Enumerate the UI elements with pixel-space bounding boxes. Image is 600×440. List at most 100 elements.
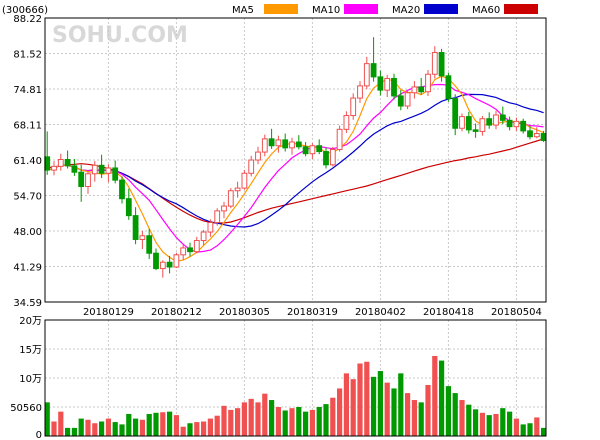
volume-bar	[452, 393, 458, 436]
volume-bar	[316, 407, 322, 436]
volume-bar	[527, 423, 533, 436]
price-tick-label: 54.70	[13, 192, 42, 203]
volume-bar	[479, 412, 485, 436]
volume-bar	[377, 371, 383, 436]
candle-body	[139, 235, 146, 240]
candle-body	[193, 240, 200, 253]
volume-bar	[466, 404, 472, 436]
volume-bar	[357, 363, 363, 436]
volume-bar	[119, 424, 125, 436]
date-tick-label: 20180418	[423, 307, 474, 318]
volume-bar	[221, 405, 227, 436]
candle-body	[200, 231, 207, 242]
candle-body	[214, 210, 221, 224]
volume-bar	[296, 407, 302, 436]
volume-bar	[459, 400, 465, 436]
volume-bar	[173, 415, 179, 436]
candle-body	[329, 148, 336, 166]
volume-bar	[371, 376, 377, 436]
candle-body	[404, 92, 411, 107]
candle-body	[85, 173, 91, 188]
volume-bar	[262, 393, 268, 436]
candle-body	[459, 116, 465, 129]
candle-body	[207, 222, 214, 233]
candle-body	[173, 254, 180, 268]
ma5-line	[47, 75, 544, 262]
volume-bar	[411, 400, 417, 436]
volume-bar	[167, 411, 173, 436]
candle-body	[153, 252, 159, 270]
candle-body	[425, 73, 431, 93]
candle-body	[91, 164, 98, 175]
legend-swatch	[264, 4, 298, 14]
volume-bar	[112, 422, 118, 436]
candle-body	[323, 151, 329, 166]
volume-bar	[126, 413, 132, 436]
price-tick-label: 61.40	[13, 156, 42, 167]
candle-body	[350, 97, 357, 117]
volume-bar	[493, 413, 499, 436]
volume-bar	[384, 382, 390, 436]
candle-body	[472, 129, 479, 132]
legend: MA5 MA10 MA20 MA60	[232, 4, 538, 16]
date-tick-label: 20180402	[355, 307, 406, 318]
candle-body	[533, 133, 540, 138]
volume-bar	[207, 418, 213, 436]
candle-body	[159, 261, 166, 270]
candle-body	[343, 115, 350, 130]
candle-body	[51, 165, 57, 171]
volume-bar	[507, 411, 513, 436]
candle-body	[227, 190, 234, 207]
price-tick-label: 41.29	[13, 263, 42, 274]
volume-bar	[255, 402, 261, 436]
price-panel-frame	[44, 17, 547, 303]
candle-body	[146, 235, 153, 254]
volume-bars	[44, 355, 547, 436]
volume-bar	[99, 421, 105, 436]
volume-bar	[303, 411, 309, 436]
candle-body	[391, 77, 397, 97]
volume-bar	[534, 417, 540, 436]
volume-tick-label: 50560	[10, 403, 42, 414]
candle-body	[248, 159, 255, 174]
volume-bar	[146, 413, 152, 436]
candle-body	[105, 167, 112, 174]
candle-body	[282, 139, 289, 149]
grid-lines	[45, 18, 546, 436]
volume-bar	[439, 360, 445, 436]
candle-body	[370, 63, 377, 78]
volume-bar	[289, 408, 295, 436]
candle-body	[357, 85, 363, 99]
candle-body	[268, 138, 275, 147]
volume-panel-frame	[44, 319, 547, 437]
volume-bar	[71, 427, 77, 436]
volume-bar	[194, 422, 200, 436]
price-tick-label: 34.59	[13, 298, 42, 309]
legend-label: MA5	[232, 5, 254, 16]
volume-bar	[228, 409, 234, 436]
candle-body	[302, 146, 309, 155]
volume-bar	[323, 404, 329, 436]
candle-body	[309, 145, 316, 155]
volume-bar	[520, 424, 526, 436]
candle-body	[486, 118, 493, 126]
candle-body	[119, 179, 125, 200]
candle-body	[479, 118, 486, 132]
volume-bar	[337, 388, 343, 436]
price-tick-label: 48.00	[13, 227, 42, 238]
volume-bar	[153, 412, 159, 436]
volume-bar	[473, 409, 479, 436]
volume-bar	[105, 418, 111, 436]
volume-bar	[445, 386, 451, 436]
candle-body	[78, 171, 85, 188]
volume-bar	[343, 373, 349, 436]
date-tick-label: 20180305	[219, 307, 270, 318]
candle-body	[98, 164, 105, 174]
volume-bar	[500, 408, 506, 436]
legend-label: MA10	[312, 5, 340, 16]
panel-frames	[44, 17, 547, 437]
candle-body	[234, 187, 241, 192]
volume-bar	[513, 418, 519, 436]
volume-bar	[65, 427, 71, 436]
